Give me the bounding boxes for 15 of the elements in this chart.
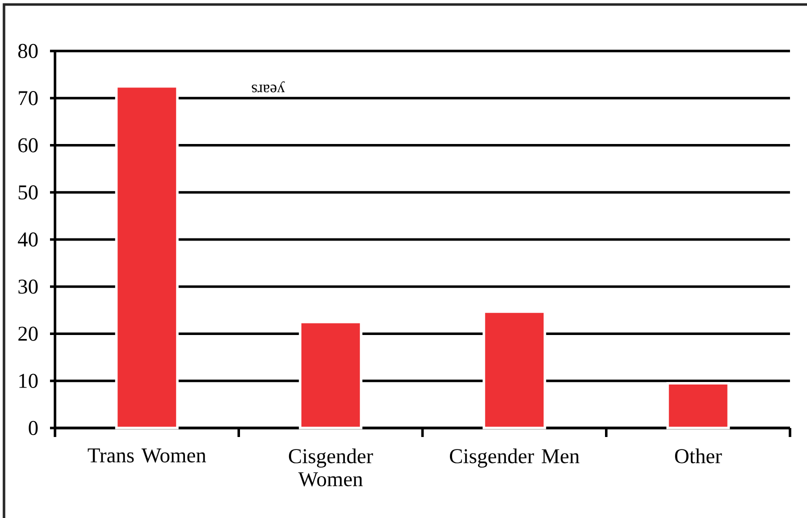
y-tick-label: 60 xyxy=(18,138,38,152)
y-tick-label: 0 xyxy=(28,420,38,436)
x-tick-label: Trans Women xyxy=(88,448,206,463)
y-tick-label: 20 xyxy=(18,326,38,341)
annotation: years xyxy=(252,81,285,92)
y-tick-label: 70 xyxy=(18,91,38,106)
y-tick-label: 80 xyxy=(18,44,38,58)
bar xyxy=(666,382,730,430)
y-tick-label: 30 xyxy=(18,280,38,294)
x-tick-label: Other xyxy=(675,448,722,464)
x-tick-label: Cisgender Women xyxy=(288,448,374,486)
y-tick-label: 10 xyxy=(19,374,38,388)
y-tick-label: 40 xyxy=(18,232,38,247)
y-tick-label: 50 xyxy=(18,185,38,200)
x-tick-label: Cisgender Men xyxy=(450,448,580,468)
